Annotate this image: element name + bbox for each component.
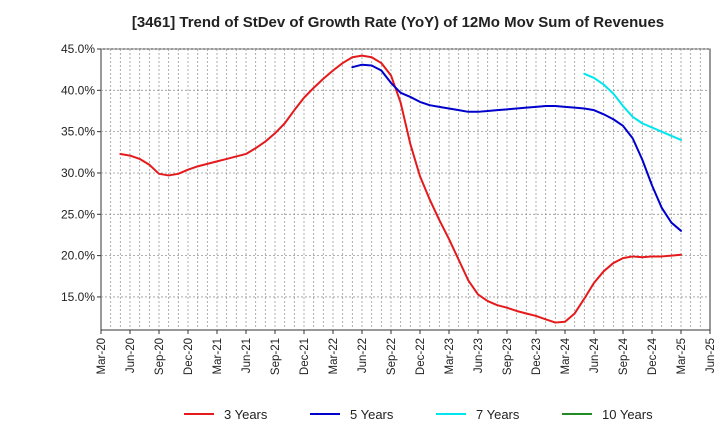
x-tick-label: Mar-25 — [676, 338, 688, 374]
x-tick-label: Mar-21 — [212, 338, 224, 374]
grid-layer — [101, 48, 710, 330]
legend-label-5-years: 5 Years — [350, 407, 394, 422]
series-line-7-years — [583, 72, 682, 141]
legend: 3 Years 5 Years 7 Years 10 Years — [184, 407, 653, 422]
x-tick-label: Sep-20 — [154, 338, 166, 375]
legend-label-3-years: 3 Years — [224, 407, 268, 422]
y-tick-label: 45.0% — [61, 42, 95, 56]
x-tick-label: Dec-22 — [415, 338, 427, 375]
x-tick-label: Sep-24 — [618, 337, 630, 375]
plot-area — [100, 48, 711, 331]
x-tick-label: Dec-20 — [183, 338, 195, 375]
x-axis-ticks: Mar-20 Jun-20 Sep-20 Dec-20 Mar-21 Jun-21 Sep-… — [96, 330, 717, 375]
legend-label-7-years: 7 Years — [476, 407, 520, 422]
y-tick-label: 15.0% — [61, 290, 95, 304]
x-tick-label: Sep-21 — [270, 338, 282, 375]
x-tick-label: Jun-24 — [589, 337, 601, 373]
y-axis-ticks: 15.0% 20.0% 25.0% 30.0% 35.0% 40.0% 45.0% — [61, 42, 101, 304]
y-tick-label: 40.0% — [61, 83, 95, 97]
y-tick-label: 20.0% — [61, 249, 95, 263]
y-tick-label: 30.0% — [61, 166, 95, 180]
x-tick-label: Dec-24 — [647, 337, 659, 375]
x-tick-label: Jun-22 — [357, 338, 369, 373]
chart-title: [3461] Trend of StDev of Growth Rate (Yo… — [132, 14, 664, 31]
x-tick-label: Mar-24 — [560, 337, 572, 374]
series-layer — [119, 54, 682, 324]
legend-label-10-years: 10 Years — [602, 407, 653, 422]
x-tick-label: Dec-23 — [531, 338, 543, 375]
x-tick-label: Dec-21 — [299, 338, 311, 375]
series-line-3-years — [119, 54, 682, 324]
x-tick-label: Sep-22 — [386, 338, 398, 375]
x-tick-label: Sep-23 — [502, 338, 514, 375]
y-tick-label: 25.0% — [61, 207, 95, 221]
x-tick-label: Jun-25 — [705, 338, 717, 373]
series-line-5-years — [351, 63, 682, 232]
x-tick-label: Jun-20 — [125, 338, 137, 373]
x-tick-label: Jun-23 — [473, 338, 485, 373]
x-tick-label: Mar-20 — [96, 338, 108, 374]
x-tick-label: Mar-22 — [328, 338, 340, 374]
y-tick-label: 35.0% — [61, 125, 95, 139]
x-tick-label: Mar-23 — [444, 338, 456, 374]
x-tick-label: Jun-21 — [241, 338, 253, 373]
